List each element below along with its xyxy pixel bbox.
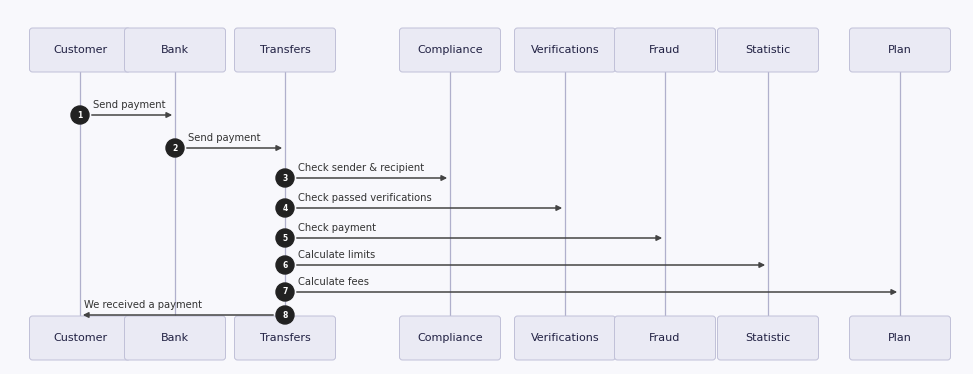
FancyBboxPatch shape <box>125 28 226 72</box>
Text: Check passed verifications: Check passed verifications <box>298 193 432 203</box>
Text: Statistic: Statistic <box>745 333 791 343</box>
Circle shape <box>276 229 294 247</box>
FancyBboxPatch shape <box>515 316 616 360</box>
Text: Customer: Customer <box>53 333 107 343</box>
FancyBboxPatch shape <box>125 316 226 360</box>
Text: 4: 4 <box>282 203 288 212</box>
Circle shape <box>276 283 294 301</box>
Text: 7: 7 <box>282 288 288 297</box>
FancyBboxPatch shape <box>234 28 336 72</box>
FancyBboxPatch shape <box>400 28 500 72</box>
Text: Plan: Plan <box>888 45 912 55</box>
Text: Fraud: Fraud <box>649 45 681 55</box>
FancyBboxPatch shape <box>29 316 130 360</box>
Text: Plan: Plan <box>888 333 912 343</box>
Text: Transfers: Transfers <box>260 45 310 55</box>
FancyBboxPatch shape <box>849 28 951 72</box>
Text: 8: 8 <box>282 310 288 319</box>
Text: Send payment: Send payment <box>188 133 261 143</box>
Text: Customer: Customer <box>53 45 107 55</box>
FancyBboxPatch shape <box>29 28 130 72</box>
Text: Compliance: Compliance <box>417 333 483 343</box>
Circle shape <box>276 256 294 274</box>
Circle shape <box>166 139 184 157</box>
Text: 6: 6 <box>282 261 288 270</box>
FancyBboxPatch shape <box>717 316 818 360</box>
Text: Bank: Bank <box>161 45 189 55</box>
Circle shape <box>71 106 89 124</box>
Text: 5: 5 <box>282 233 288 242</box>
Text: Calculate limits: Calculate limits <box>298 250 376 260</box>
Text: Calculate fees: Calculate fees <box>298 277 369 287</box>
Text: Verifications: Verifications <box>530 45 599 55</box>
FancyBboxPatch shape <box>717 28 818 72</box>
Text: Compliance: Compliance <box>417 45 483 55</box>
Text: Statistic: Statistic <box>745 45 791 55</box>
Text: Transfers: Transfers <box>260 333 310 343</box>
Text: Bank: Bank <box>161 333 189 343</box>
Text: Check payment: Check payment <box>298 223 376 233</box>
FancyBboxPatch shape <box>515 28 616 72</box>
Text: 1: 1 <box>78 110 83 120</box>
FancyBboxPatch shape <box>849 316 951 360</box>
FancyBboxPatch shape <box>615 316 715 360</box>
FancyBboxPatch shape <box>234 316 336 360</box>
Text: 3: 3 <box>282 174 288 183</box>
Circle shape <box>276 306 294 324</box>
Circle shape <box>276 199 294 217</box>
Text: 2: 2 <box>172 144 178 153</box>
FancyBboxPatch shape <box>615 28 715 72</box>
Text: Fraud: Fraud <box>649 333 681 343</box>
Text: Check sender & recipient: Check sender & recipient <box>298 163 424 173</box>
Circle shape <box>276 169 294 187</box>
Text: Send payment: Send payment <box>93 100 165 110</box>
Text: Verifications: Verifications <box>530 333 599 343</box>
Text: We received a payment: We received a payment <box>84 300 202 310</box>
FancyBboxPatch shape <box>400 316 500 360</box>
